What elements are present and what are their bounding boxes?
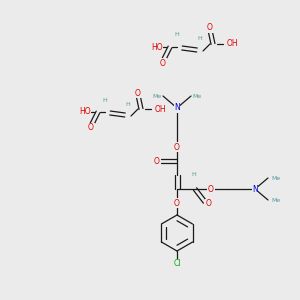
Text: N: N [252,184,258,194]
Text: O: O [174,199,180,208]
Text: O: O [174,142,180,152]
Text: O: O [135,88,141,98]
Text: O: O [207,23,213,32]
Text: Me: Me [272,197,280,202]
Text: H: H [175,32,179,38]
Text: HO: HO [79,107,91,116]
Text: OH: OH [154,104,166,113]
Text: Me: Me [272,176,280,181]
Text: O: O [160,58,166,68]
Text: O: O [206,200,212,208]
Text: H: H [192,172,197,178]
Text: H: H [198,37,203,41]
Text: Me: Me [192,94,202,98]
Text: O: O [88,124,94,133]
Text: Cl: Cl [173,260,181,268]
Text: H: H [103,98,107,103]
Text: HO: HO [151,43,163,52]
Text: O: O [154,157,160,166]
Text: H: H [126,101,130,106]
Text: N: N [174,103,180,112]
Text: O: O [208,184,214,194]
Text: Me: Me [152,94,162,98]
Text: OH: OH [226,40,238,49]
